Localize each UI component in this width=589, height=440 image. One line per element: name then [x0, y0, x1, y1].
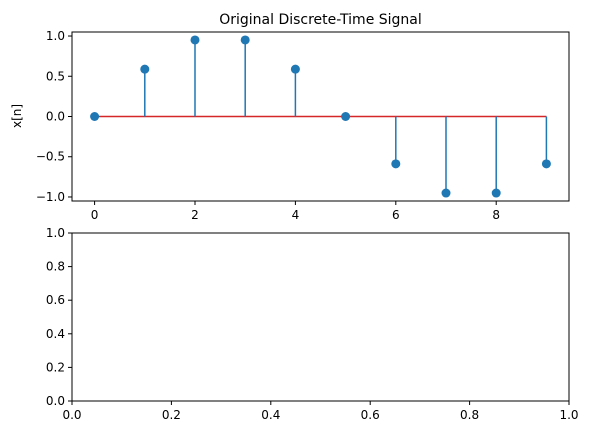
- stem-marker: [541, 159, 551, 169]
- y-tick-label: 1.0: [46, 226, 65, 240]
- x-tick-label: 2: [191, 208, 199, 222]
- y-tick-label: −0.5: [36, 150, 65, 164]
- x-tick-label: 4: [292, 208, 300, 222]
- y-axis-ticks: −1.0 −0.5 0.0 0.5 1.0: [36, 29, 72, 204]
- stem-lines: [144, 39, 548, 194]
- y-tick-label: 0.6: [46, 293, 65, 307]
- x-axis-ticks: 0 2 4 6 8: [91, 201, 500, 222]
- y-tick-label: 0.5: [46, 69, 65, 83]
- x-tick-label: 0.4: [261, 408, 280, 422]
- y-tick-label: 0.8: [46, 260, 65, 274]
- stem-marker: [240, 35, 250, 45]
- stem-chart-axes: Original Discrete-Time Signal x[n] 0 2 4 6 8…: [10, 12, 570, 222]
- stem-marker: [491, 188, 501, 198]
- x-tick-label: 0.2: [162, 408, 181, 422]
- y-axis-ticks: 0.0 0.2 0.4 0.6 0.8 1.0: [46, 226, 72, 408]
- x-tick-label: 0.8: [460, 408, 479, 422]
- stem-marker: [341, 112, 351, 121]
- axes-frame: [71, 232, 570, 402]
- empty-chart-axes: 0.0 0.2 0.4 0.6 0.8 1.0 0.0 0.2 0.4 0.6 0.8 1.0: [46, 226, 579, 422]
- x-tick-label: 8: [492, 208, 500, 222]
- chart-title: Original Discrete-Time Signal: [219, 12, 422, 28]
- stem-marker: [140, 64, 150, 74]
- stem-marker: [391, 159, 401, 169]
- y-tick-label: 0.2: [46, 360, 65, 374]
- stem-marker: [441, 188, 451, 198]
- x-tick-label: 0.0: [62, 408, 81, 422]
- x-tick-label: 0.6: [361, 408, 380, 422]
- stem-marker: [90, 112, 100, 121]
- x-axis-ticks: 0.0 0.2 0.4 0.6 0.8 1.0: [62, 401, 579, 422]
- stem-markers: [90, 35, 551, 198]
- y-tick-label: 0.4: [46, 327, 65, 341]
- y-tick-label: −1.0: [36, 190, 65, 204]
- y-tick-label: 0.0: [46, 394, 65, 408]
- y-tick-label: 1.0: [46, 29, 65, 43]
- x-tick-label: 1.0: [559, 408, 578, 422]
- stem-marker: [190, 35, 200, 45]
- x-tick-label: 6: [392, 208, 400, 222]
- y-axis-label: x[n]: [10, 104, 24, 128]
- y-tick-label: 0.0: [46, 110, 65, 124]
- axes-frame: [71, 31, 570, 202]
- stem-marker: [290, 64, 300, 74]
- x-tick-label: 0: [91, 208, 99, 222]
